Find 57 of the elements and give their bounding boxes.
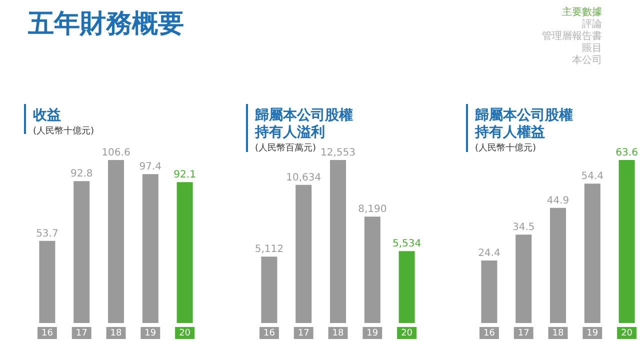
chart-subtitle: (人民幣十億元) [33, 126, 94, 136]
data-label: 8,190 [358, 204, 387, 216]
data-label: 44.9 [546, 195, 570, 206]
text: 評論 [581, 19, 602, 30]
x-tick-label: 19 [366, 328, 378, 338]
data-label: 54.4 [581, 171, 604, 182]
bar [516, 234, 532, 323]
bar [74, 181, 90, 323]
bar [398, 251, 415, 323]
data-label: 53.7 [36, 228, 58, 240]
chart-subtitle: (人民幣十億元) [475, 142, 536, 154]
bar [176, 182, 193, 323]
bar [296, 184, 312, 323]
x-tick-label: 19 [586, 328, 598, 338]
data-label: 5,534 [392, 238, 422, 250]
x-tick-label: 19 [144, 328, 156, 338]
chart-title: 歸屬本公司股權持有人溢利 [254, 108, 353, 140]
chart-title: 收益 [33, 108, 61, 124]
data-label: 34.5 [512, 222, 535, 234]
data-label: 92.8 [70, 168, 93, 180]
bar [550, 208, 566, 323]
data-label: 92.1 [174, 170, 196, 181]
x-tick-label: 20 [621, 328, 633, 338]
bar [39, 240, 56, 323]
text: 主要數據 [561, 7, 602, 18]
chart-subtitle: (人民幣百萬元) [255, 142, 316, 154]
x-tick-label: 18 [332, 328, 344, 338]
data-label: 10,634 [286, 172, 322, 184]
x-tick-label: 17 [298, 328, 310, 338]
x-tick-label: 20 [401, 328, 413, 338]
bar [584, 184, 600, 323]
bar [330, 160, 346, 323]
chart-title: 歸屬本公司股權持有人權益 [474, 108, 573, 140]
x-tick-label: 18 [552, 328, 564, 338]
x-tick-label: 16 [41, 328, 54, 338]
bar [364, 216, 380, 323]
text: 五年財務概要 [28, 8, 184, 41]
x-tick-label: 16 [263, 328, 276, 338]
x-tick-label: 17 [518, 328, 530, 338]
bar [618, 160, 635, 323]
data-label: 97.4 [139, 162, 162, 173]
x-tick-label: 16 [483, 328, 496, 338]
x-tick-label: 18 [110, 328, 122, 338]
bar [142, 174, 158, 323]
text: 賬目 [581, 43, 602, 54]
data-label: 5,112 [254, 244, 284, 256]
bar [108, 160, 124, 323]
text: 本公司 [571, 55, 602, 67]
text: 管理層報告書 [542, 31, 602, 43]
data-label: 106.6 [102, 148, 130, 158]
data-label: 12,553 [320, 148, 356, 158]
bar [481, 260, 498, 323]
data-label: 63.6 [616, 148, 638, 158]
data-label: 24.4 [478, 248, 500, 259]
x-tick-label: 17 [76, 328, 88, 338]
x-tick-label: 20 [179, 328, 191, 338]
bar [261, 256, 278, 323]
